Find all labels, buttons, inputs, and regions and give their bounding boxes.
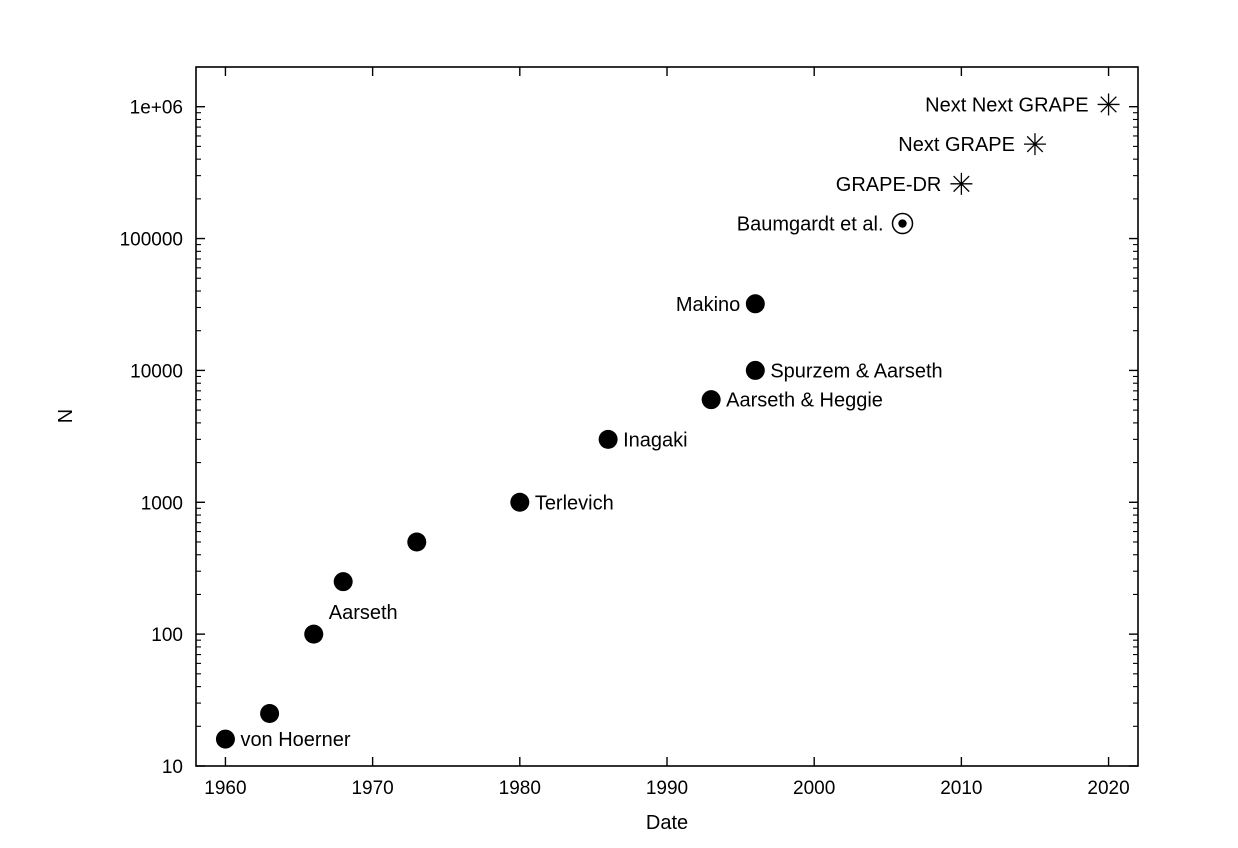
data-point [701, 390, 721, 410]
data-point-label: Makino [676, 294, 740, 316]
data-point-label: Next GRAPE [898, 134, 1015, 156]
x-tick-label: 1980 [499, 778, 541, 799]
y-tick-label: 1e+06 [130, 98, 183, 119]
x-tick-label: 2000 [793, 778, 835, 799]
data-point [260, 704, 280, 724]
data-point [510, 492, 530, 512]
data-point-label: Terlevich [535, 492, 614, 514]
data-point [745, 294, 765, 314]
axis-ticks: 1960 1970 1980 1990 2000 2010 2020 10 100 1000 100… [120, 66, 1138, 799]
data-point [304, 624, 324, 644]
data-point [745, 360, 765, 380]
data-point-label: Baumgardt et al. [737, 214, 884, 236]
data-point-star [1023, 133, 1046, 156]
x-tick-label: 2020 [1087, 778, 1129, 799]
data-point [598, 429, 618, 449]
data-point [215, 729, 235, 749]
data-point-star [950, 172, 973, 195]
x-axis-label: Date [646, 812, 688, 834]
x-tick-label: 1970 [351, 778, 393, 799]
data-point-circled-center [898, 219, 907, 228]
data-point-label: Spurzem & Aarseth [770, 360, 942, 382]
data-point-label: Next Next GRAPE [925, 94, 1088, 116]
x-tick-label: 1960 [204, 778, 246, 799]
y-axis-label: N [55, 409, 77, 423]
x-tick-label: 1990 [646, 778, 688, 799]
data-point [407, 532, 427, 552]
data-point-label: Aarseth & Heggie [726, 390, 883, 412]
data-point-label: Aarseth [329, 602, 398, 624]
data-point-label: GRAPE-DR [836, 174, 942, 196]
data-points: von Hoerner Aarseth Terlevich Inagaki Aarset… [215, 93, 1120, 751]
y-tick-label: 100000 [120, 230, 183, 251]
x-tick-label: 2010 [940, 778, 982, 799]
y-tick-label: 10 [162, 757, 183, 778]
data-point-label: Inagaki [623, 429, 688, 451]
plot-area-border [195, 66, 1139, 767]
data-point-label: von Hoerner [240, 729, 350, 751]
y-tick-label: 100 [151, 625, 183, 646]
y-tick-label: 10000 [130, 361, 183, 382]
plot-frame [195, 66, 1139, 767]
data-point-star [1097, 93, 1120, 116]
data-point [333, 572, 353, 592]
y-tick-label: 1000 [141, 493, 183, 514]
